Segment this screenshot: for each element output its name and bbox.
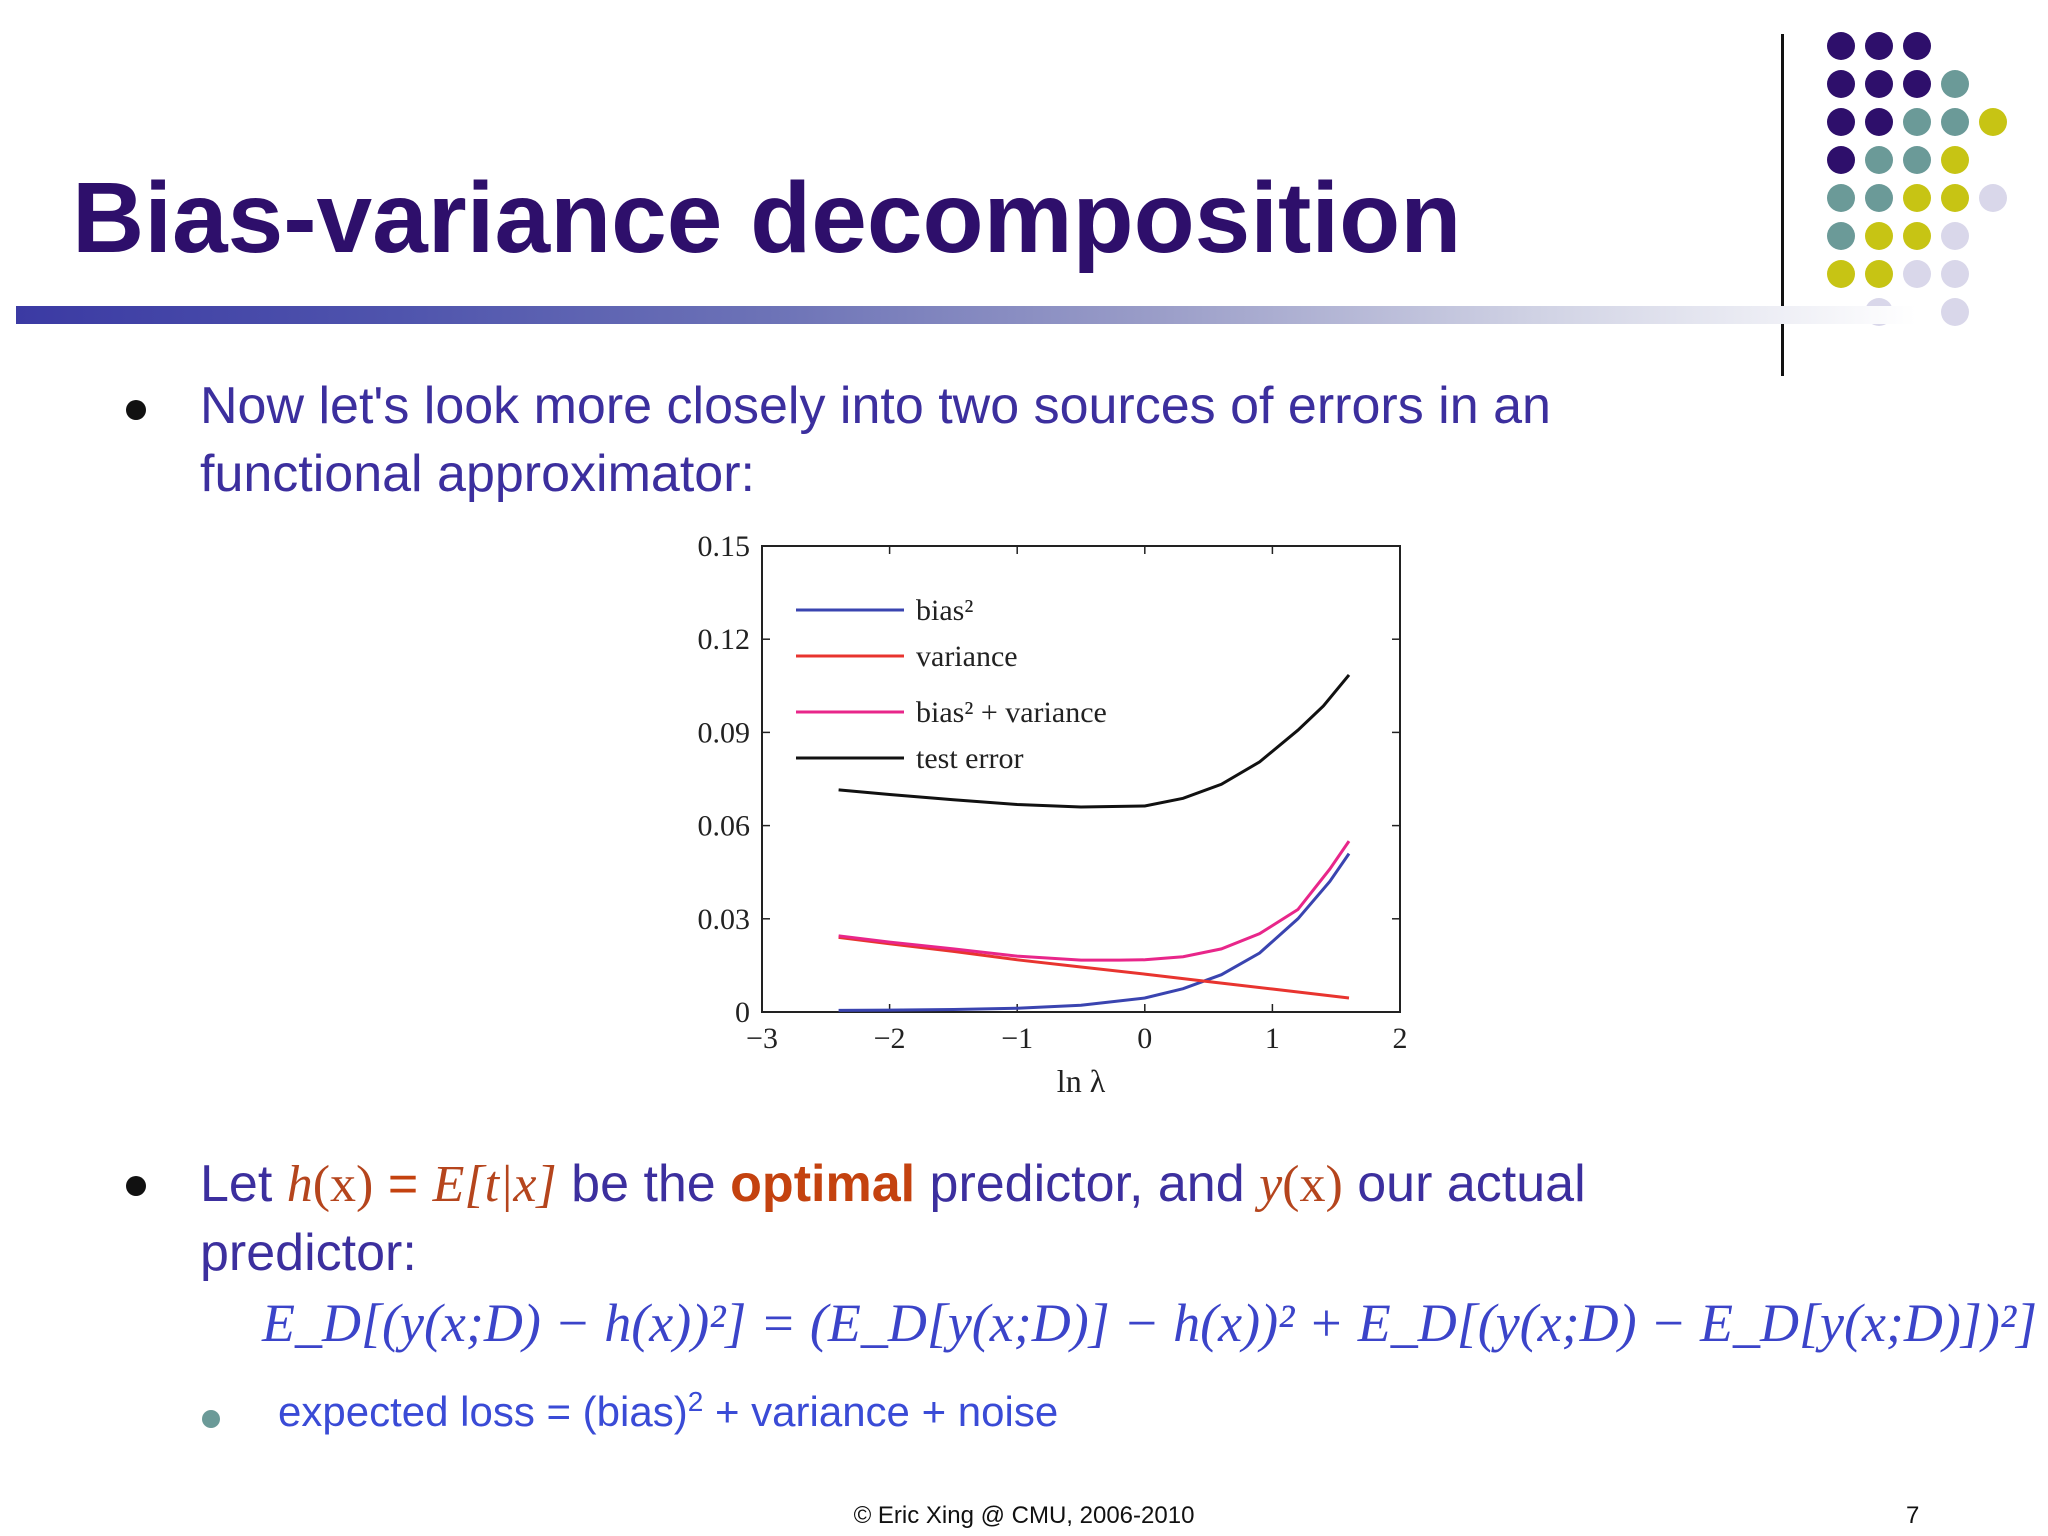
decorative-dot [1941, 260, 1969, 288]
sub-bullet-text: expected loss = (bias)2 + variance + noi… [278, 1386, 1058, 1436]
decorative-dot [1903, 146, 1931, 174]
decorative-dot [1865, 222, 1893, 250]
bullet-text-1: Now let's look more closely into two sou… [200, 377, 1551, 503]
decorative-dot [1979, 184, 2007, 212]
bullet-marker [126, 1176, 146, 1196]
series-line [838, 840, 1351, 962]
decorative-dot [1941, 184, 1969, 212]
x-tick-label: −2 [874, 1022, 906, 1055]
decorative-dot [1941, 222, 1969, 250]
footer-credit: © Eric Xing @ CMU, 2006-2010 [853, 1502, 1195, 1529]
optimal-word: optimal [730, 1155, 916, 1213]
y-tick-label: 0.12 [698, 623, 751, 656]
decorative-dot [1827, 260, 1855, 288]
page-number: 7 [1906, 1502, 1920, 1529]
series-line [838, 673, 1351, 809]
decorative-dot [1865, 108, 1893, 136]
bullet2-prefix: Let [200, 1155, 287, 1213]
decorative-dot [1903, 70, 1931, 98]
decorative-dot [1903, 32, 1931, 60]
x-tick-label: 0 [1137, 1022, 1152, 1055]
bullet-marker [126, 400, 146, 420]
sub-bullet-post: + variance + noise [703, 1388, 1059, 1435]
bullet2-suffix: our actual predictor: [200, 1155, 1586, 1282]
decorative-dot [1827, 146, 1855, 174]
decorative-dot [1903, 184, 1931, 212]
decorative-dot [1865, 146, 1893, 174]
decorative-dot [1827, 184, 1855, 212]
expectation-args: [t|x] [464, 1156, 557, 1213]
x-tick-label: 1 [1265, 1022, 1280, 1055]
y-tick-label: 0 [735, 996, 750, 1029]
decorative-dot [1827, 32, 1855, 60]
decorative-dot [1827, 70, 1855, 98]
decorative-dot [1903, 222, 1931, 250]
bullet-text-2: Let h(x) = E[t|x] be the optimal predict… [200, 1150, 1760, 1287]
y-tick-label: 0.06 [698, 810, 751, 843]
decorative-dot [1903, 260, 1931, 288]
equals-sign: = [373, 1155, 433, 1213]
h-args: (x) [312, 1156, 374, 1213]
decomposition-formula: E_D[(y(x;D) − h(x))²] = (E_D[y(x;D)] − h… [262, 1293, 2038, 1353]
decorative-dot [1827, 108, 1855, 136]
y-args: (x) [1282, 1156, 1343, 1213]
decorative-dot [1865, 184, 1893, 212]
series-line [838, 852, 1351, 1012]
decorative-dot [1865, 260, 1893, 288]
x-axis-label: ln λ [1057, 1063, 1106, 1099]
y-tick-label: 0.03 [698, 903, 751, 936]
sub-bullet-pre: expected loss = (bias) [278, 1388, 688, 1435]
x-tick-label: −1 [1001, 1022, 1033, 1055]
y-tick-label: 0.15 [698, 530, 751, 563]
bias-variance-chart: 0 0.03 0.06 0.09 0.12 0.15 −3 −2 −1 0 1 2 ln λ bias² v… [660, 520, 1420, 1120]
plot-area [761, 545, 1401, 1013]
decorative-dot [1865, 70, 1893, 98]
legend-label: test error [916, 742, 1023, 775]
decorative-dot [1827, 222, 1855, 250]
h-symbol: h [286, 1156, 313, 1213]
decorative-dot [1941, 70, 1969, 98]
sub-bullet-sup: 2 [687, 1386, 704, 1417]
y-symbol: y [1259, 1156, 1283, 1213]
bullet2-mid1: be the [556, 1155, 731, 1213]
x-tick-label: −3 [746, 1022, 778, 1055]
bullet2-mid2: predictor, and [915, 1155, 1260, 1213]
legend-label: bias² [916, 594, 973, 627]
title-underline [16, 306, 1916, 324]
chart-svg: 0 0.03 0.06 0.09 0.12 0.15 −3 −2 −1 0 1 2 ln λ bias² v… [698, 530, 1408, 1099]
y-tick-label: 0.09 [698, 716, 751, 749]
decorative-dot [1941, 146, 1969, 174]
decorative-dot [1865, 32, 1893, 60]
series-line [838, 935, 1350, 1000]
legend-label: bias² + variance [916, 696, 1107, 729]
decorative-dot [1979, 108, 2007, 136]
header-divider [1781, 34, 1784, 376]
decorative-dot [1941, 108, 1969, 136]
x-tick-label: 2 [1393, 1022, 1408, 1055]
decorative-dot [1903, 108, 1931, 136]
decorative-dot [1941, 298, 1969, 326]
expectation-symbol: E [432, 1156, 465, 1213]
slide-title: Bias-variance decomposition [72, 162, 1462, 274]
legend-label: variance [916, 640, 1018, 673]
sub-bullet-marker [202, 1410, 220, 1428]
